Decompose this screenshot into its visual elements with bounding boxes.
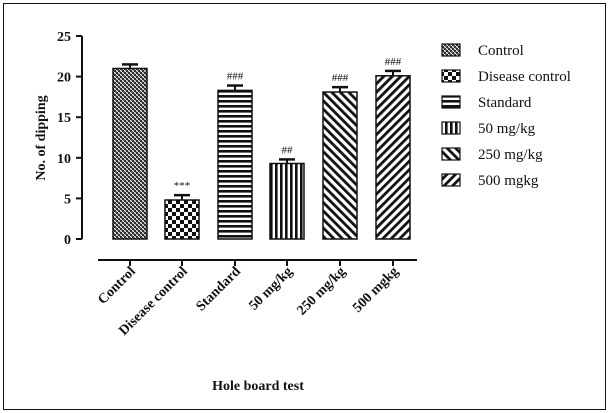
y-tick-label: 25 [57,30,71,45]
x-tick-label: 250 mg/kg [294,264,348,318]
legend-label: 500 mgkg [478,173,539,189]
x-tick-label: Control [95,264,139,308]
x-tick-label: 500 mgkg [350,264,402,316]
legend-label: Standard [478,95,532,111]
x-axis-label: Hole board test [212,379,304,394]
bars-group: ***########### [112,56,411,240]
y-tick-label: 5 [64,192,71,207]
y-tick-label: 0 [64,233,71,248]
legend: Control Disease control Standard 50 mg/kg 25… [441,43,571,189]
y-axis-label: No. of dipping [34,95,49,180]
legend-swatch [441,121,461,135]
x-tick-label: 50 mg/kg [246,264,295,313]
significance-label: ### [227,71,244,83]
x-tick-label: Standard [194,264,244,314]
bar [322,91,358,240]
legend-swatch [441,147,461,161]
y-tick-label: 10 [57,152,71,167]
legend-swatch [441,69,461,83]
significance-label: ### [332,72,349,84]
legend-label: 50 mg/kg [478,121,536,137]
legend-swatch [441,173,461,187]
legend-label: Disease control [478,69,571,85]
significance-label: ### [385,56,402,68]
legend-label: Control [478,43,524,59]
significance-label: ## [282,144,294,156]
y-tick-label: 15 [57,111,71,126]
bar [112,67,148,240]
legend-swatch [441,43,461,57]
legend-label: 250 mg/kg [478,147,543,163]
legend-swatch [441,95,461,109]
bar [375,75,411,240]
significance-label: *** [174,180,191,192]
y-axis-ticks: 0 5 10 15 20 25 [57,30,82,248]
y-tick-label: 20 [57,71,71,86]
bar [217,89,253,240]
bar [164,199,200,240]
bar [269,162,305,240]
